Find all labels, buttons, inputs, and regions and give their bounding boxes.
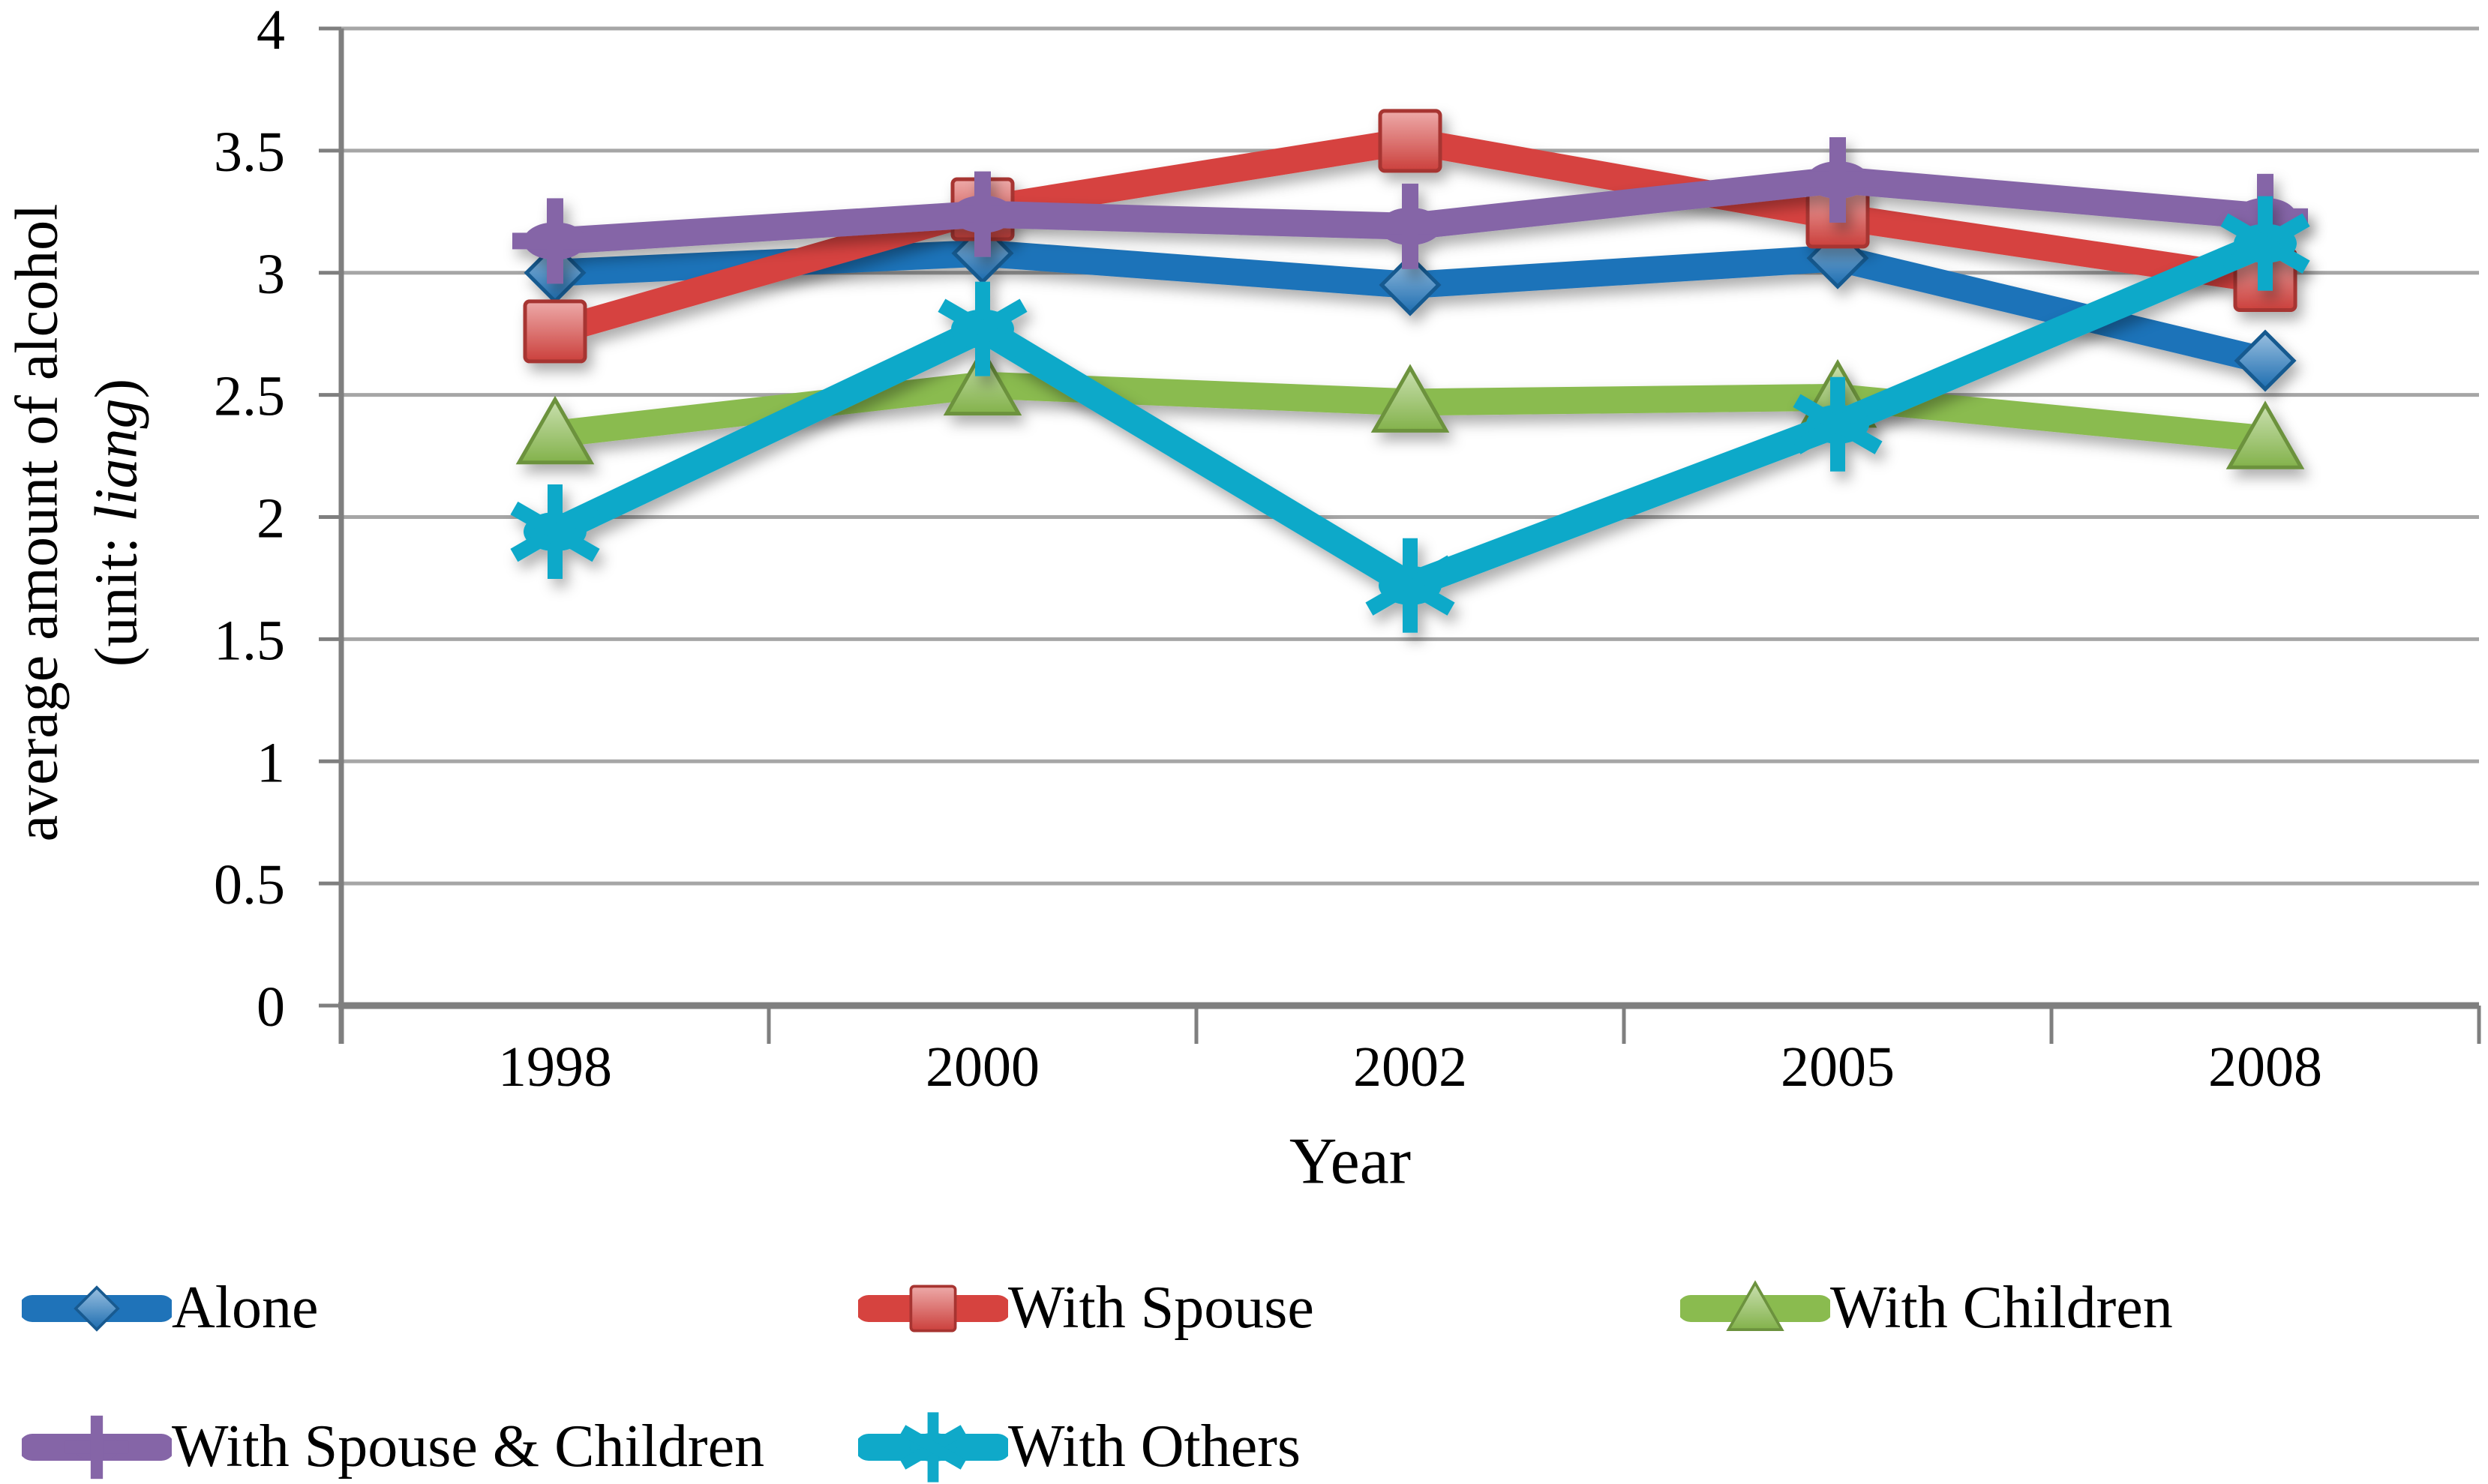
legend-item-with-spouse-and-children: With Spouse & Children (22, 1409, 764, 1484)
legend-item-with-spouse: With Spouse (858, 1270, 1314, 1345)
y-tick-label: 3.5 (214, 121, 285, 184)
legend-label: With Spouse (1008, 1274, 1314, 1341)
marker-with-children-2002 (1370, 364, 1450, 433)
x-axis-title: Year (1289, 1125, 1412, 1198)
marker-with-children-2000 (943, 346, 1022, 416)
marker-with-spouse-2002 (1378, 109, 1442, 173)
marker-with-spouse-children-2002 (1367, 183, 1453, 269)
y-tick-label: 2 (257, 487, 285, 550)
y-axis-unit-italic: liang (83, 398, 149, 522)
marker-with-others-1998 (510, 484, 600, 580)
y-axis-title-line2: (unit: liang) (77, 204, 157, 842)
y-tick-label: 1.5 (214, 609, 285, 672)
y-axis-title: average amount of alcohol (unit: liang) (0, 204, 157, 842)
y-tick-label: 1 (257, 731, 285, 794)
x-tick-label: 2005 (1781, 1036, 1895, 1099)
legend-marker-triangle-icon (1680, 1273, 1830, 1344)
legend-label: With Others (1008, 1413, 1301, 1480)
legend-label: Alone (172, 1274, 319, 1341)
series-with-spouse-children (512, 136, 2308, 284)
y-axis-unit-prefix: (unit: (83, 521, 149, 667)
y-tick-label: 3 (257, 243, 285, 306)
x-tick-label: 2000 (926, 1036, 1040, 1099)
marker-with-spouse-children-2005 (1795, 136, 1880, 223)
marker-with-spouse-1998 (523, 299, 587, 364)
y-axis-title-line1: average amount of alcohol (4, 203, 71, 842)
marker-with-spouse-children-2000 (940, 171, 1025, 257)
marker-with-spouse-children-1998 (512, 198, 598, 284)
marker-with-others-2002 (1365, 538, 1455, 633)
marker-with-others-2008 (2220, 196, 2310, 291)
marker-with-children-1998 (515, 395, 595, 465)
y-tick-label: 4 (257, 0, 285, 61)
legend-item-with-children: With Children (1680, 1270, 2173, 1345)
y-tick-label: 2.5 (214, 365, 285, 428)
series-with-others (510, 196, 2310, 633)
legend-label: With Children (1830, 1274, 2173, 1341)
legend-label: With Spouse & Children (172, 1413, 765, 1480)
legend-item-with-others: With Others (858, 1409, 1301, 1484)
y-tick-label: 0 (257, 976, 285, 1039)
y-axis-unit-suffix: ) (83, 378, 149, 399)
legend-marker-diamond-icon (22, 1273, 172, 1344)
marker-alone-2002 (1379, 253, 1442, 316)
legend-item-alone: Alone (22, 1270, 319, 1345)
y-tick-label: 0.5 (214, 853, 285, 916)
marker-alone-2008 (2234, 329, 2297, 392)
legend-marker-plus-icon (22, 1411, 172, 1483)
series-with-spouse (523, 109, 2297, 364)
marker-with-children-2008 (2225, 400, 2305, 469)
x-tick-label: 2002 (1353, 1036, 1467, 1099)
marker-with-others-2000 (938, 281, 1028, 376)
legend-marker-square-icon (858, 1273, 1008, 1344)
x-tick-label: 2008 (2208, 1036, 2322, 1099)
marker-with-others-2005 (1793, 376, 1883, 472)
legend-marker-asterisk-icon (858, 1411, 1008, 1483)
x-tick-label: 1998 (498, 1036, 612, 1099)
